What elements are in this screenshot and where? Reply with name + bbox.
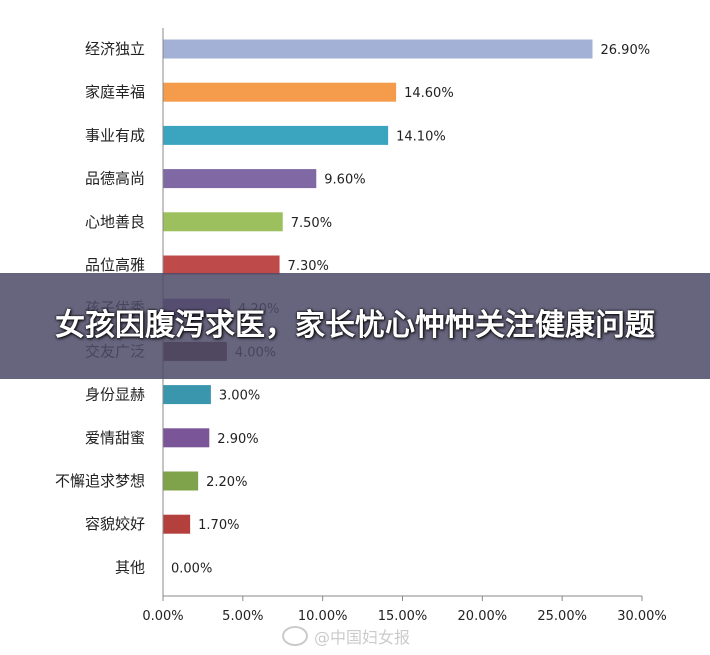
category-label: 心地善良 — [85, 213, 145, 231]
category-label: 家庭幸福 — [85, 83, 145, 101]
banner-title: 女孩因腹泻求医，家长忧心忡忡关注健康问题 — [55, 308, 655, 343]
data-label: 14.60% — [404, 86, 454, 101]
data-label: 0.00% — [171, 561, 212, 576]
watermark-text: @中国妇女报 — [314, 628, 411, 647]
x-axis: 0.00% 5.00% 10.00% 15.00% 20.00% 25.00% 30.00% — [142, 28, 667, 624]
data-label: 2.20% — [206, 475, 247, 490]
category-label: 品德高尚 — [85, 170, 145, 188]
bar — [163, 514, 191, 534]
category-label: 不懈追求梦想 — [55, 472, 145, 490]
x-tick-label: 10.00% — [298, 609, 348, 624]
watermark: @中国妇女报 — [282, 624, 410, 648]
bar — [163, 169, 317, 189]
category-label: 经济独立 — [85, 40, 145, 58]
category-label: 爱情甜蜜 — [85, 429, 145, 447]
data-label: 7.50% — [291, 216, 332, 231]
bar — [163, 39, 593, 59]
x-tick-label: 30.00% — [617, 609, 667, 624]
x-tick-label: 20.00% — [458, 609, 508, 624]
data-label: 26.90% — [601, 43, 651, 58]
bar — [163, 255, 280, 275]
category-label: 事业有成 — [85, 126, 145, 144]
data-label: 2.90% — [217, 432, 258, 447]
weibo-icon — [282, 626, 308, 646]
x-tick-label: 25.00% — [537, 609, 587, 624]
bar — [163, 212, 283, 232]
bar — [163, 471, 199, 491]
category-label: 容貌姣好 — [85, 515, 145, 533]
x-tick-label: 5.00% — [222, 609, 263, 624]
title-banner: 女孩因腹泻求医，家长忧心忡忡关注健康问题 — [0, 273, 710, 379]
category-label: 其他 — [115, 558, 145, 576]
data-label: 1.70% — [198, 518, 239, 533]
category-label: 身份显赫 — [85, 386, 145, 404]
data-label: 14.10% — [396, 129, 446, 144]
bar — [163, 82, 397, 102]
x-tick-label: 15.00% — [378, 609, 428, 624]
data-label: 7.30% — [288, 259, 329, 274]
category-label: 品位高雅 — [85, 256, 145, 274]
data-label: 9.60% — [324, 173, 365, 188]
bar — [163, 385, 211, 405]
bar — [163, 428, 210, 448]
x-tick-label: 0.00% — [142, 609, 183, 624]
data-label: 3.00% — [219, 389, 260, 404]
bar — [163, 125, 389, 145]
